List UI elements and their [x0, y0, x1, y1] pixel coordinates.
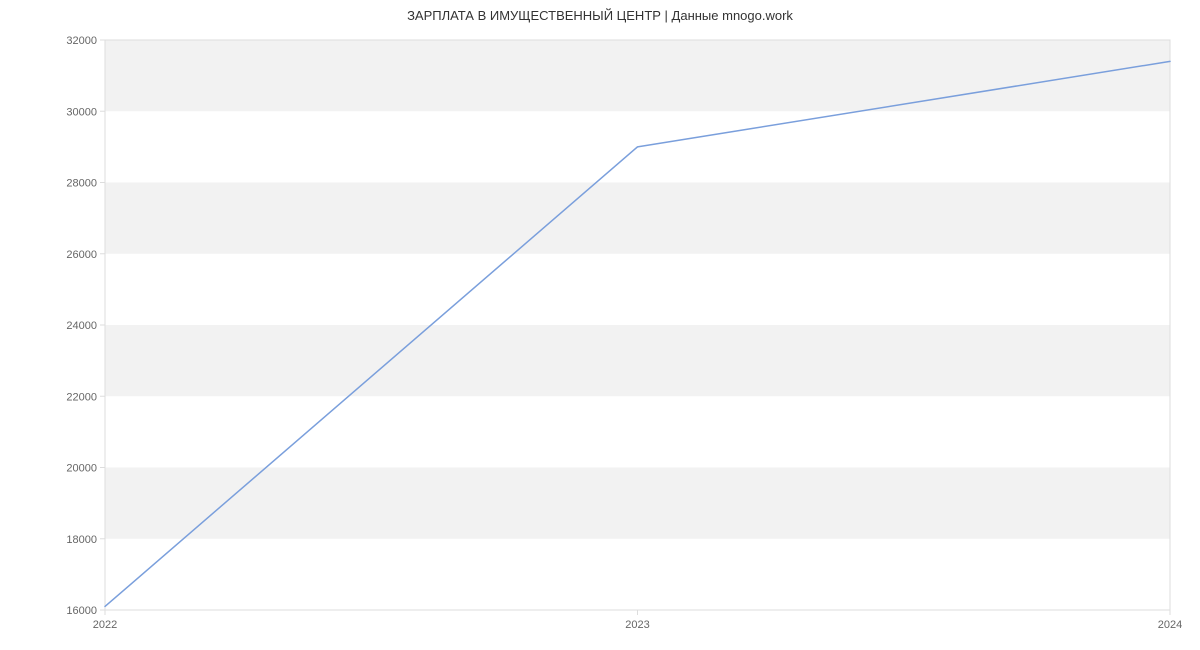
- y-tick-label: 22000: [66, 391, 97, 403]
- grid-band: [105, 183, 1170, 254]
- grid-band: [105, 325, 1170, 396]
- y-tick-label: 32000: [66, 35, 97, 47]
- chart-svg: 16000 18000 20000 22000 24000 26000 28000 30000…: [0, 0, 1200, 650]
- grid-band: [105, 539, 1170, 610]
- x-tick-label: 2024: [1158, 619, 1182, 631]
- y-tick-label: 26000: [66, 249, 97, 261]
- y-tick-label: 30000: [66, 106, 97, 118]
- y-tick-label: 18000: [66, 534, 97, 546]
- grid-band: [105, 396, 1170, 467]
- grid-band: [105, 468, 1170, 539]
- y-tick-label: 24000: [66, 320, 97, 332]
- chart-title: ЗАРПЛАТА В ИМУЩЕСТВЕННЫЙ ЦЕНТР | Данные …: [0, 8, 1200, 23]
- y-tick-label: 28000: [66, 178, 97, 190]
- salary-line-chart: ЗАРПЛАТА В ИМУЩЕСТВЕННЫЙ ЦЕНТР | Данные …: [0, 0, 1200, 650]
- x-tick-label: 2022: [93, 619, 117, 631]
- y-tick-label: 20000: [66, 463, 97, 475]
- x-tick-label: 2023: [625, 619, 649, 631]
- grid-band: [105, 254, 1170, 325]
- grid-band: [105, 40, 1170, 111]
- y-tick-label: 16000: [66, 605, 97, 617]
